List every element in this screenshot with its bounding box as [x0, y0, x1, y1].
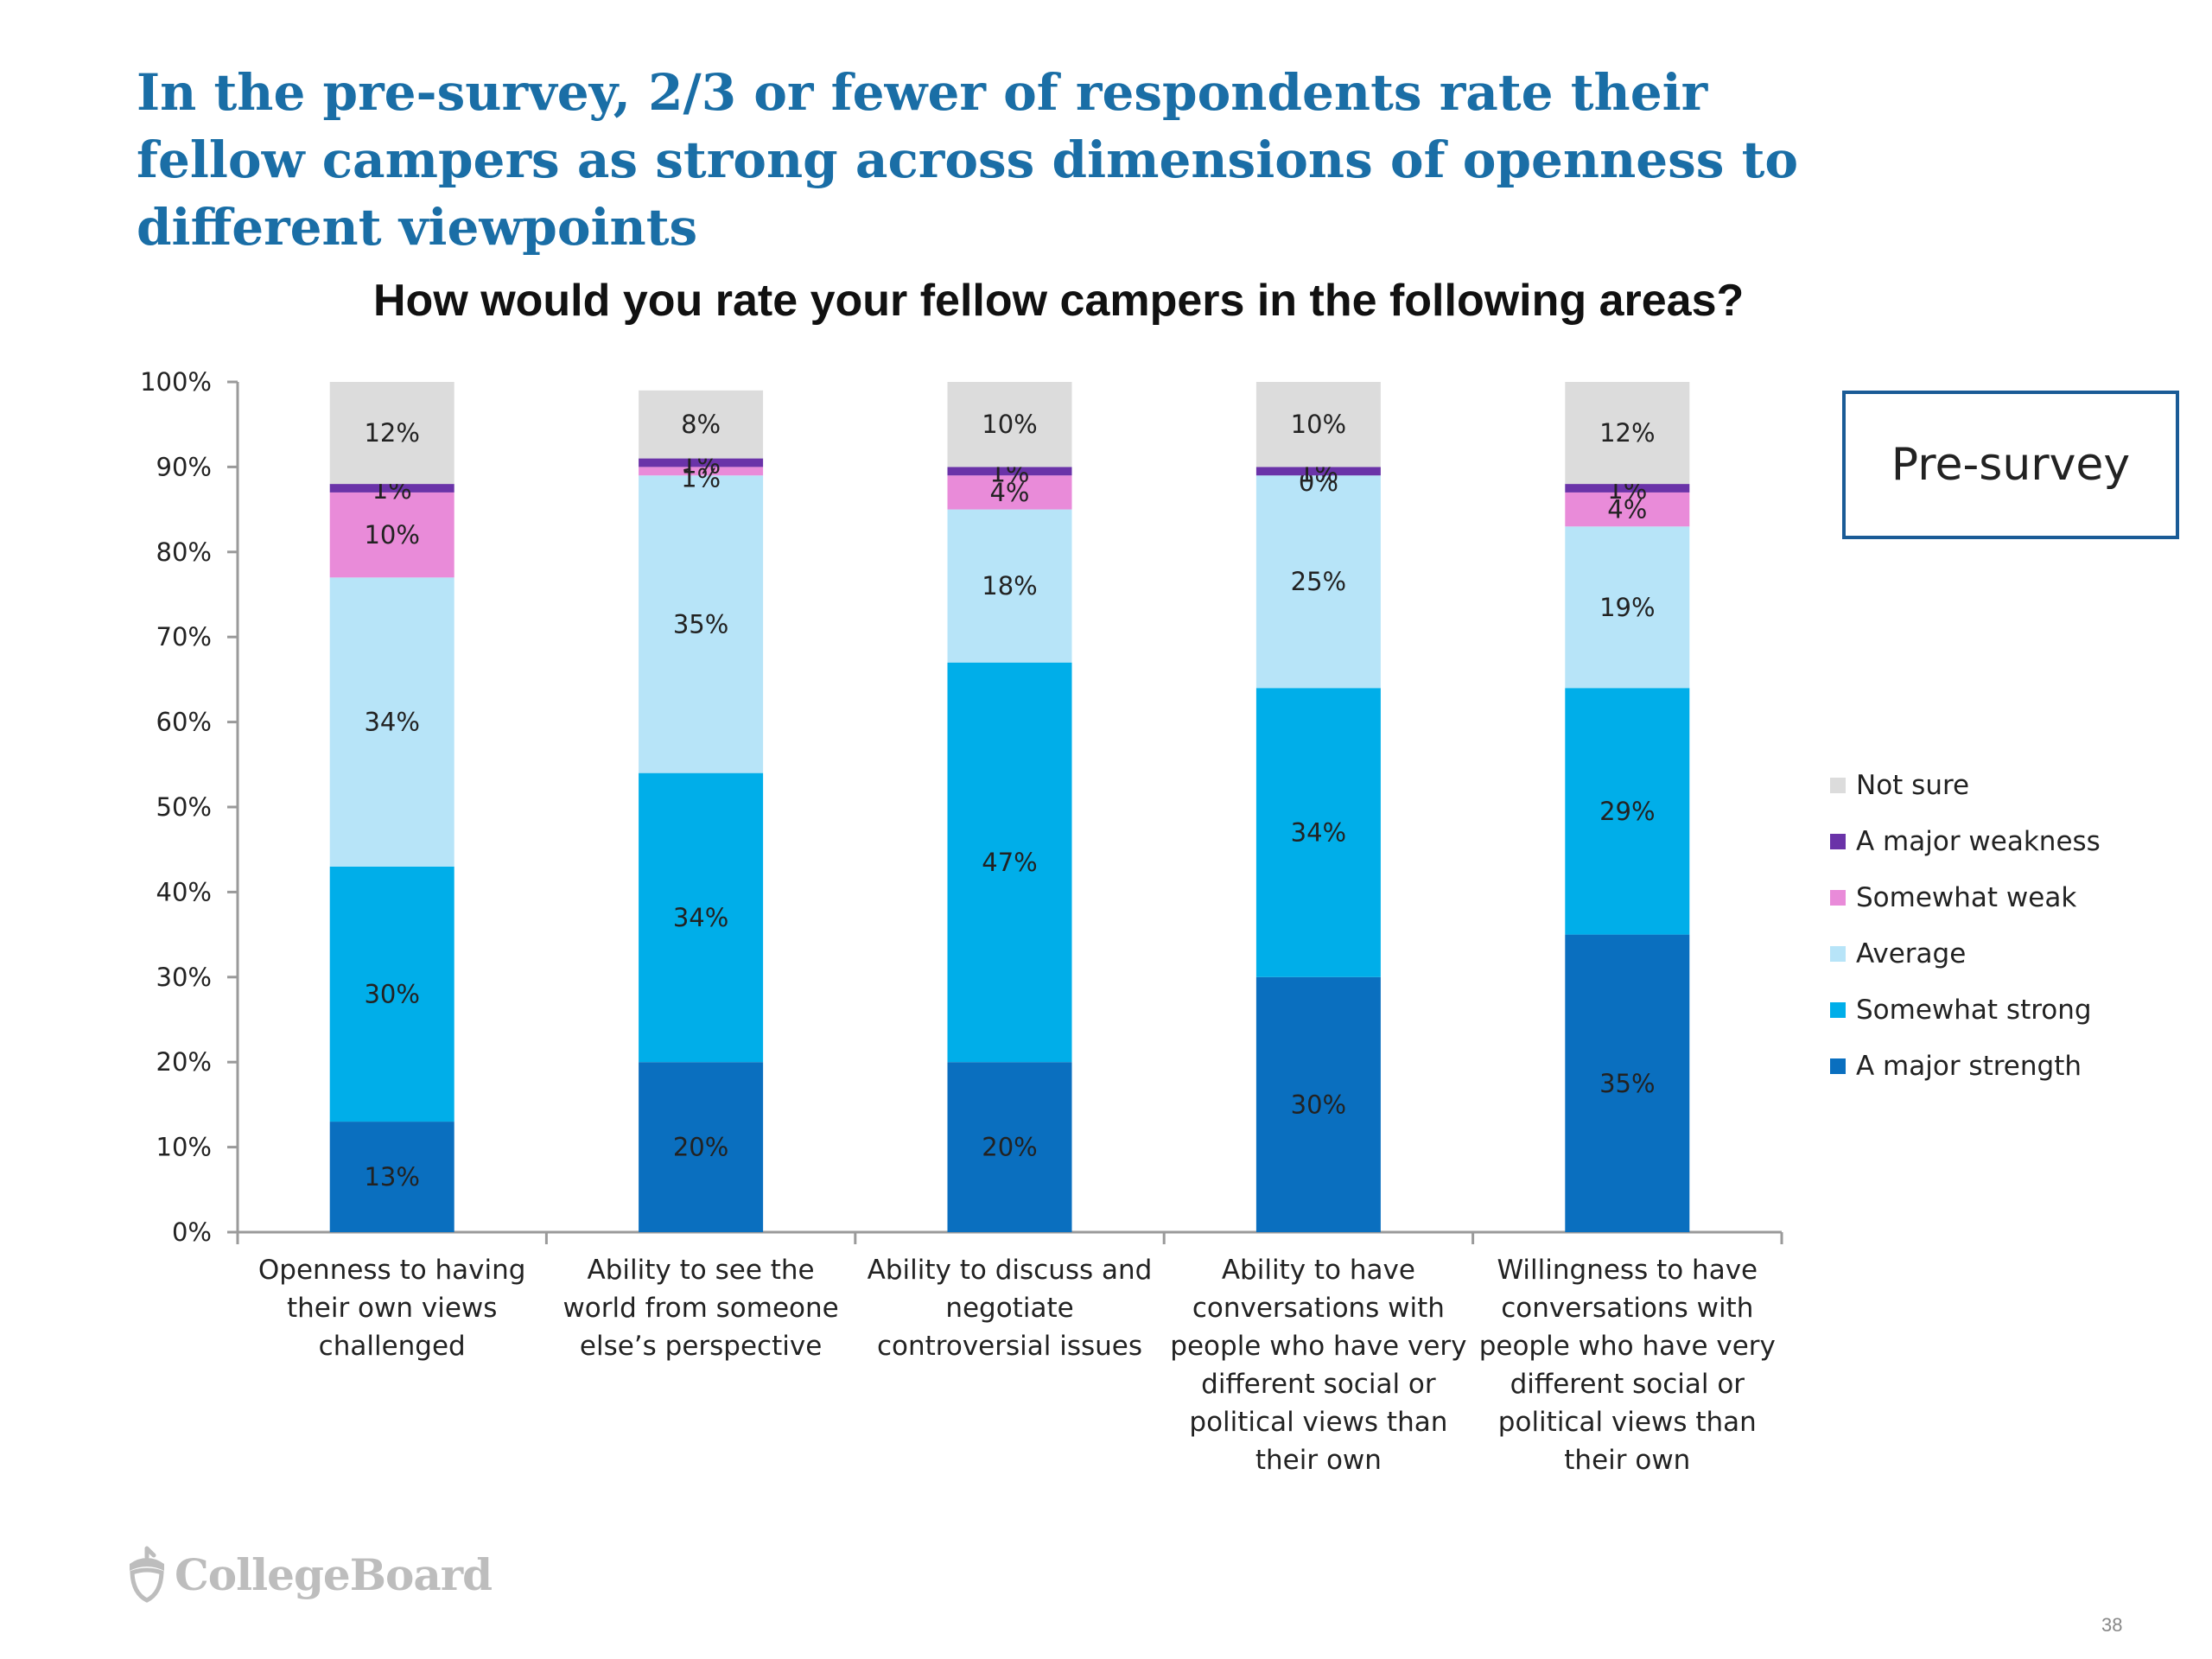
data-label: 1% — [681, 463, 721, 493]
pre-survey-badge: Pre-survey — [1842, 391, 2179, 539]
bar-segment — [329, 484, 454, 493]
legend-label: Average — [1856, 938, 1967, 969]
legend-swatch — [1830, 833, 1846, 849]
data-label: 12% — [364, 418, 419, 448]
legend-swatch — [1830, 889, 1846, 906]
legend-label: A major weakness — [1856, 825, 2101, 857]
data-label: 10% — [364, 520, 419, 550]
collegeboard-logo: CollegeBoard — [124, 1545, 493, 1604]
bar-segment — [1565, 526, 1690, 689]
bar-segment — [639, 1062, 764, 1232]
bar-segment — [639, 772, 764, 1063]
data-label: 10% — [1291, 410, 1346, 439]
data-label: 25% — [1291, 567, 1346, 596]
bar-segment — [947, 475, 1072, 510]
data-label: 12% — [1599, 418, 1655, 448]
acorn-icon — [130, 1546, 164, 1603]
bar-segment — [947, 662, 1072, 1063]
legend-swatch — [1830, 945, 1846, 962]
legend-swatch — [1830, 777, 1846, 793]
bar-segment — [947, 1062, 1072, 1232]
legend-item: A major weakness — [1830, 813, 2101, 869]
bar-segment — [1255, 467, 1381, 476]
bar-segment — [1255, 475, 1381, 689]
legend-label: A major strength — [1856, 1050, 2082, 1082]
legend-label: Somewhat weak — [1856, 881, 2077, 913]
data-label: 47% — [982, 848, 1037, 877]
bar-segment — [639, 475, 764, 773]
data-label: 35% — [1599, 1069, 1655, 1098]
bar-segment — [639, 458, 764, 467]
bar-segment — [947, 382, 1072, 467]
bar-segment — [1565, 688, 1690, 935]
bar-segment — [329, 1122, 454, 1232]
y-tick-label: 90% — [156, 452, 212, 481]
bar-segment — [1255, 976, 1381, 1232]
legend-item: Not sure — [1830, 757, 2101, 813]
bar-segment — [1565, 484, 1690, 493]
legend-swatch — [1830, 1001, 1846, 1018]
category-labels: Openness to having their own views chall… — [0, 1251, 2212, 1493]
category-label: Ability to see the world from someone el… — [563, 1255, 839, 1362]
data-label: 13% — [364, 1162, 419, 1192]
legend-label: Somewhat strong — [1856, 994, 2092, 1026]
data-label: 4% — [989, 478, 1029, 507]
bar-segment — [1565, 382, 1690, 485]
bar-segment — [639, 467, 764, 476]
category-label: Openness to having their own views chall… — [257, 1255, 526, 1362]
bar-segment — [329, 492, 454, 578]
data-label: 20% — [673, 1133, 728, 1162]
data-label: 20% — [982, 1133, 1037, 1162]
data-label: 4% — [1607, 495, 1647, 524]
category-label: Ability to have conversations with peopl… — [1170, 1255, 1467, 1476]
bar-segment — [329, 866, 454, 1122]
bar-segment — [1255, 382, 1381, 467]
data-label: 30% — [364, 979, 419, 1008]
data-label: 29% — [1599, 797, 1655, 826]
bar-segment — [1255, 688, 1381, 977]
y-tick-label: 70% — [156, 622, 212, 652]
data-label: 35% — [673, 609, 728, 639]
y-tick-label: 60% — [156, 708, 212, 737]
y-tick-label: 30% — [156, 963, 212, 992]
data-label: 10% — [982, 410, 1037, 439]
y-tick-label: 100% — [140, 367, 212, 397]
page-number: 38 — [2101, 1614, 2123, 1636]
bar-segment — [329, 382, 454, 485]
data-label: 30% — [1291, 1090, 1346, 1119]
legend-item: Somewhat weak — [1830, 869, 2101, 925]
bar-segment — [1565, 934, 1690, 1232]
category-label: Ability to discuss and negotiate controv… — [867, 1255, 1153, 1362]
bar-segment — [639, 390, 764, 459]
data-label: 34% — [1291, 818, 1346, 848]
chart-title: How would you rate your fellow campers i… — [373, 276, 1745, 326]
data-label: 8% — [681, 410, 721, 439]
bar-segment — [947, 509, 1072, 663]
logo-wordmark: CollegeBoard — [175, 1548, 493, 1600]
data-label: 19% — [1599, 593, 1655, 622]
y-tick-label: 50% — [156, 792, 212, 822]
y-tick-label: 40% — [156, 877, 212, 906]
legend-item: Average — [1830, 925, 2101, 982]
y-tick-label: 80% — [156, 537, 212, 567]
legend-label: Not sure — [1856, 769, 1970, 801]
legend-swatch — [1830, 1058, 1846, 1074]
data-label: 34% — [673, 903, 728, 932]
y-tick-label: 10% — [156, 1133, 212, 1162]
data-label: 34% — [364, 708, 419, 737]
bar-segment — [1565, 492, 1690, 527]
legend-item: Somewhat strong — [1830, 982, 2101, 1038]
category-label: Willingness to have conversations with p… — [1478, 1255, 1776, 1476]
bar-segment — [329, 577, 454, 867]
chart-legend: Not sure A major weakness Somewhat weak Ave… — [1830, 757, 2101, 1094]
legend-item: A major strength — [1830, 1038, 2101, 1094]
slide-headline: In the pre-survey, 2/3 or fewer of respo… — [137, 63, 1799, 257]
y-tick-label: 0% — [172, 1217, 212, 1247]
data-label: 18% — [982, 571, 1037, 601]
bar-segment — [947, 467, 1072, 476]
y-tick-label: 20% — [156, 1047, 212, 1077]
